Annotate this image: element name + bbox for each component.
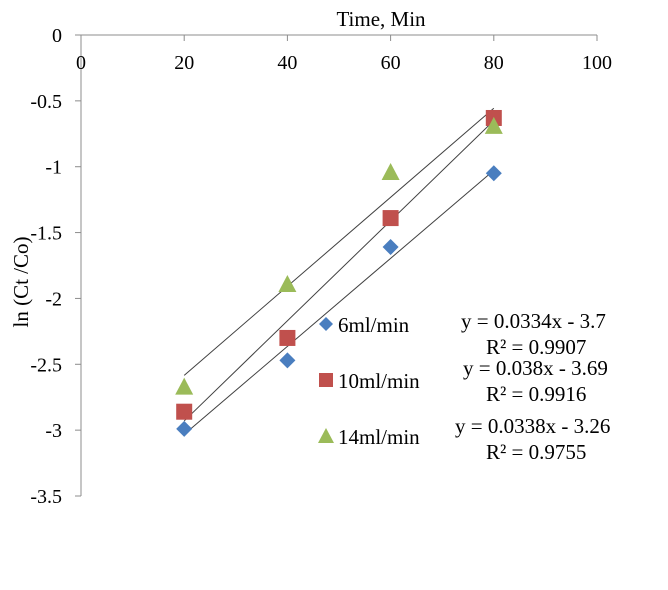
legend: 6ml/min 10ml/min 14ml/min [318, 313, 420, 449]
trendline-diamond [183, 170, 495, 435]
data-point-triangle [484, 116, 503, 134]
data-point-diamond [382, 239, 399, 256]
data-point-triangle [175, 377, 194, 395]
data-point-diamond [485, 165, 502, 182]
y-tick-label: -1.5 [30, 223, 62, 245]
y-tick-label: -3.5 [30, 486, 62, 508]
x-axis-title: Time, Min [336, 7, 426, 31]
data-point-square [382, 210, 399, 227]
legend-label: 14ml/min [338, 425, 420, 449]
x-tick-label: 60 [381, 52, 401, 74]
data-point-diamond [176, 420, 193, 437]
y-tick-label: -2 [45, 288, 62, 310]
trendline-equation: y = 0.038x - 3.69 [463, 356, 608, 380]
data-point-diamond [279, 352, 296, 369]
r-squared-label: R² = 0.9916 [486, 382, 586, 406]
data-point-triangle [278, 274, 297, 292]
trendline-equation: y = 0.0334x - 3.7 [461, 309, 606, 333]
trendline-equation: y = 0.0338x - 3.26 [455, 414, 610, 438]
data-point-square [176, 403, 193, 420]
y-tick-label: 0 [52, 25, 62, 47]
data-point-square [279, 329, 296, 346]
y-tick-label: -0.5 [30, 91, 62, 113]
legend-label: 10ml/min [338, 369, 420, 393]
r-squared-label: R² = 0.9755 [486, 440, 586, 464]
trendlines [183, 107, 495, 435]
x-tick-label: 80 [484, 52, 504, 74]
x-tick-label: 100 [582, 52, 612, 74]
legend-marker-square [319, 373, 333, 387]
trendline-square [183, 120, 495, 422]
y-tick-label: -3 [45, 420, 62, 442]
y-tick-label: -2.5 [30, 354, 62, 376]
x-tick-label: 0 [76, 52, 86, 74]
axes: 0 20 40 60 80 100 0 -0.5 -1 -1.5 -2 -2.5 -3 -3.5 [30, 25, 612, 508]
legend-marker-diamond [319, 317, 333, 331]
data-point-triangle [381, 162, 400, 180]
x-tick-label: 40 [277, 52, 297, 74]
y-axis-title: ln (Ct /Co) [9, 236, 33, 327]
r-squared-label: R² = 0.9907 [486, 335, 586, 359]
trendline-triangle [183, 107, 495, 376]
y-tick-label: -1 [45, 157, 62, 179]
x-tick-label: 20 [174, 52, 194, 74]
legend-label: 6ml/min [338, 313, 410, 337]
legend-marker-triangle [318, 428, 334, 443]
data-markers [175, 109, 503, 437]
